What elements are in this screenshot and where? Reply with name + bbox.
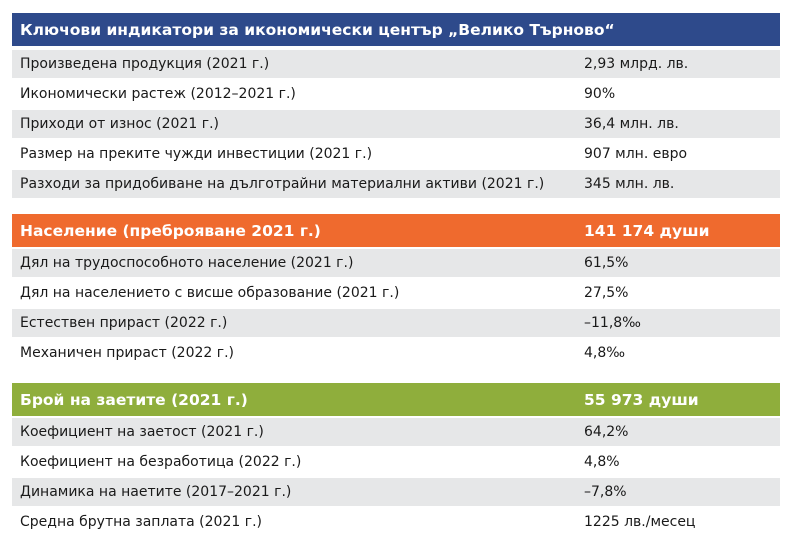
- section-population-value: 141 174 души: [584, 221, 710, 240]
- row-value: 64,2%: [584, 424, 629, 440]
- table-row: Размер на преките чужди инвестиции (2021…: [12, 140, 780, 168]
- row-label: Динамика на наетите (2017–2021 г.): [20, 484, 292, 500]
- row-label: Размер на преките чужди инвестиции (2021…: [20, 146, 373, 162]
- row-value: 61,5%: [584, 255, 629, 271]
- table-row: Приходи от износ (2021 г.) 36,4 млн. лв.: [12, 110, 780, 138]
- section-population-header: Население (преброяване 2021 г.) 141 174 …: [12, 214, 780, 247]
- table-row: Дял на трудоспособното население (2021 г…: [12, 249, 780, 277]
- row-label: Механичен прираст (2022 г.): [20, 345, 235, 361]
- row-label: Разходи за придобиване на дълготрайни ма…: [20, 176, 545, 192]
- row-label: Икономически растеж (2012–2021 г.): [20, 86, 296, 102]
- table-row: Динамика на наетите (2017–2021 г.) –7,8%: [12, 478, 780, 506]
- section-economy-header: Ключови индикатори за икономически центъ…: [12, 13, 780, 46]
- section-population-title: Население (преброяване 2021 г.): [20, 221, 321, 240]
- row-label: Коефициент на заетост (2021 г.): [20, 424, 264, 440]
- table-row: Естествен прираст (2022 г.) –11,8‰: [12, 309, 780, 337]
- row-label: Приходи от износ (2021 г.): [20, 116, 219, 132]
- table-row: Разходи за придобиване на дълготрайни ма…: [12, 170, 780, 198]
- table-row: Произведена продукция (2021 г.) 2,93 млр…: [12, 50, 780, 78]
- table-row: Дял на населението с висше образование (…: [12, 279, 780, 307]
- row-label: Дял на трудоспособното население (2021 г…: [20, 255, 354, 271]
- row-value: 1225 лв./месец: [584, 514, 696, 530]
- row-value: 907 млн. евро: [584, 146, 688, 162]
- table-row: Коефициент на безработица (2022 г.) 4,8%: [12, 448, 780, 476]
- row-value: 4,8%: [584, 454, 620, 470]
- table-row: Коефициент на заетост (2021 г.) 64,2%: [12, 418, 780, 446]
- row-value: –7,8%: [584, 484, 627, 500]
- row-value: 2,93 млрд. лв.: [584, 56, 689, 72]
- table-row: Икономически растеж (2012–2021 г.) 90%: [12, 80, 780, 108]
- row-value: 36,4 млн. лв.: [584, 116, 679, 132]
- row-label: Коефициент на безработица (2022 г.): [20, 454, 302, 470]
- row-label: Произведена продукция (2021 г.): [20, 56, 270, 72]
- row-value: 345 млн. лв.: [584, 176, 675, 192]
- row-label: Естествен прираст (2022 г.): [20, 315, 228, 331]
- row-value: 4,8‰: [584, 345, 626, 361]
- table-row: Средна брутна заплата (2021 г.) 1225 лв.…: [12, 508, 780, 536]
- section-employment-header: Брой на заетите (2021 г.) 55 973 души: [12, 383, 780, 416]
- row-value: –11,8‰: [584, 315, 641, 331]
- row-label: Средна брутна заплата (2021 г.): [20, 514, 262, 530]
- row-label: Дял на населението с висше образование (…: [20, 285, 400, 301]
- table-row: Механичен прираст (2022 г.) 4,8‰: [12, 339, 780, 367]
- section-economy-title: Ключови индикатори за икономически центъ…: [20, 20, 615, 39]
- section-employment-title: Брой на заетите (2021 г.): [20, 390, 248, 409]
- row-value: 90%: [584, 86, 616, 102]
- section-employment-value: 55 973 души: [584, 390, 699, 409]
- row-value: 27,5%: [584, 285, 629, 301]
